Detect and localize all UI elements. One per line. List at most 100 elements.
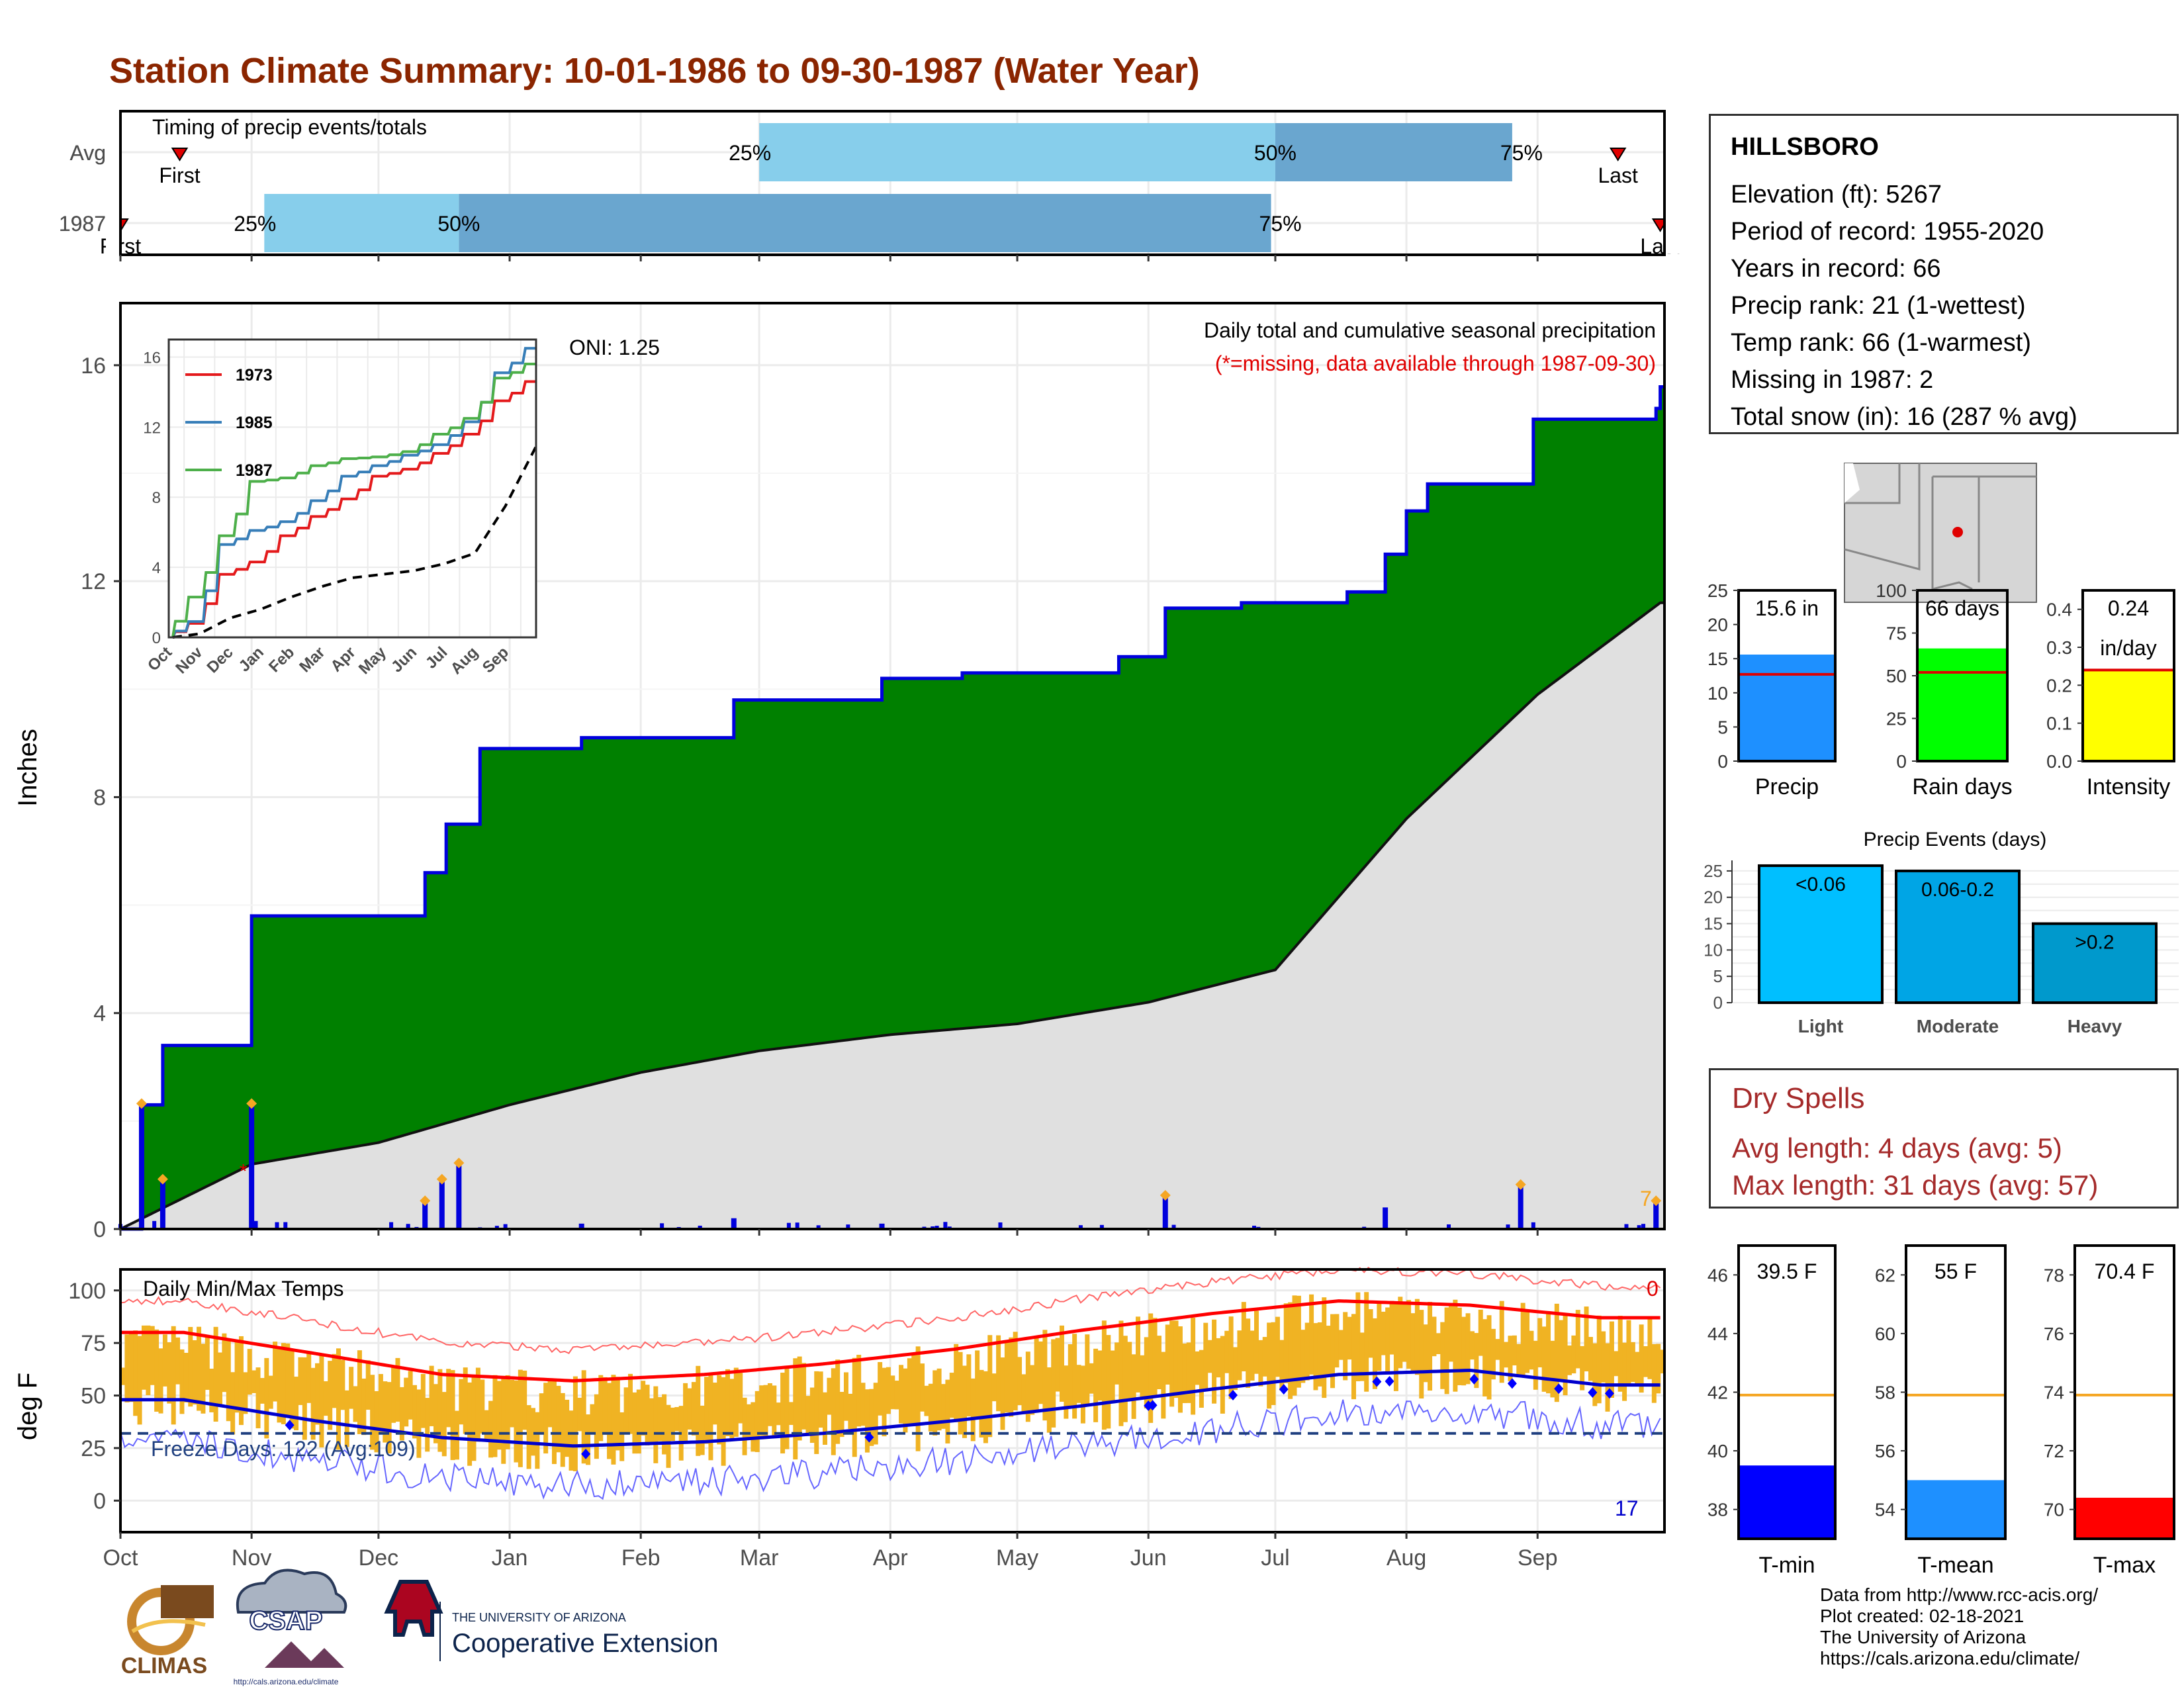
summary-bar-label: Intensity xyxy=(2087,774,2171,800)
daily-temp-range xyxy=(518,1369,523,1467)
daily-temp-range xyxy=(467,1382,473,1466)
daily-temp-range xyxy=(607,1383,612,1459)
page-title: Station Climate Summary: 10-01-1986 to 0… xyxy=(109,51,1200,91)
daily-temp-range xyxy=(1017,1357,1023,1406)
daily-temp-range xyxy=(310,1367,316,1440)
daily-temp-range xyxy=(696,1365,701,1456)
daily-temp-range xyxy=(298,1357,303,1405)
record-low-marker xyxy=(1588,1387,1598,1398)
daily-temp-range xyxy=(1013,1332,1018,1411)
daily-precip-bar xyxy=(456,1164,462,1229)
daily-temp-range xyxy=(1449,1303,1454,1362)
daily-temp-range xyxy=(484,1410,489,1440)
daily-temp-range xyxy=(146,1325,151,1396)
daily-temp-range xyxy=(446,1369,451,1428)
hot-day-count: 0 xyxy=(1647,1277,1659,1301)
summary-tick-label: 5 xyxy=(1717,717,1728,737)
daily-temp-range xyxy=(653,1386,659,1463)
temp-summary-tick-label: 74 xyxy=(2044,1383,2064,1403)
daily-temp-range xyxy=(1283,1303,1289,1383)
daily-temp-range xyxy=(319,1355,324,1447)
daily-temp-range xyxy=(852,1357,857,1457)
daily-temp-range xyxy=(1131,1354,1136,1419)
daily-temp-range xyxy=(1220,1336,1225,1414)
daily-temp-range xyxy=(496,1381,502,1450)
daily-precip-bar xyxy=(1641,1224,1646,1229)
record-high-line xyxy=(120,1266,1661,1354)
daily-temp-range xyxy=(958,1351,963,1435)
daily-temp-range xyxy=(1085,1334,1090,1404)
daily-temp-range xyxy=(1136,1316,1141,1393)
daily-temp-range xyxy=(1592,1343,1598,1406)
daily-temp-range xyxy=(869,1389,874,1446)
daily-temp-range xyxy=(962,1365,967,1438)
summary-tick-label: 0 xyxy=(1896,751,1907,772)
temp-summary-tick-label: 46 xyxy=(1707,1265,1728,1285)
last-event-label: Last xyxy=(1598,163,1638,187)
daily-temp-range xyxy=(835,1359,841,1444)
snow-marker xyxy=(453,1158,465,1169)
temp-summary-value: 70.4 F xyxy=(2095,1259,2155,1283)
daily-temp-range xyxy=(975,1350,980,1419)
daily-temp-range xyxy=(1080,1365,1085,1424)
daily-temp-range xyxy=(1262,1337,1267,1377)
snow-marker xyxy=(1160,1190,1171,1201)
record-low-marker xyxy=(1228,1390,1238,1401)
daily-temp-range xyxy=(733,1367,739,1437)
daily-temp-range xyxy=(1546,1311,1551,1394)
daily-temp-range xyxy=(641,1381,646,1436)
precip-annotation-title: Daily total and cumulative seasonal prec… xyxy=(1204,318,1656,342)
daily-temp-range xyxy=(1410,1313,1416,1373)
daily-temp-range xyxy=(569,1410,574,1471)
record-low-marker xyxy=(864,1432,874,1443)
month-label: Jun xyxy=(1130,1545,1167,1571)
daily-temp-range xyxy=(987,1335,993,1438)
temp-panel: 0 25 50 75 100 Oct Nov Dec Jan Feb Mar Apr May Jun Jul… xyxy=(13,1266,1666,1571)
daily-temp-range xyxy=(1127,1342,1132,1400)
daily-temp-range xyxy=(1292,1295,1297,1396)
daily-temp-range xyxy=(133,1330,138,1416)
daily-temp-range xyxy=(911,1354,917,1426)
daily-temp-range xyxy=(383,1381,388,1443)
daily-temp-range xyxy=(619,1412,625,1461)
daily-temp-range xyxy=(1368,1309,1373,1358)
daily-temp-range xyxy=(793,1358,798,1460)
daily-temp-range xyxy=(1533,1340,1538,1390)
events-tick-label: 20 xyxy=(1704,888,1723,907)
snow-marker xyxy=(420,1195,431,1207)
events-tick-label: 25 xyxy=(1704,861,1723,881)
daily-temp-range xyxy=(192,1340,197,1405)
daily-temp-range xyxy=(416,1389,422,1458)
daily-temp-range xyxy=(1064,1365,1069,1419)
daily-temp-range xyxy=(281,1343,286,1424)
daily-temp-range xyxy=(843,1372,848,1421)
daily-temp-range xyxy=(979,1369,984,1438)
daily-temp-range xyxy=(1609,1321,1614,1398)
summary-bars: 0 5 10 15 20 25 15.6 in Precip 0 25 50 75 100 66 days… xyxy=(1707,580,2175,800)
precip-y-tick-label: 12 xyxy=(81,569,106,594)
daily-temp-range xyxy=(1250,1330,1255,1381)
daily-temp-range xyxy=(1173,1320,1179,1398)
daily-temp-range xyxy=(759,1385,764,1436)
daily-temp-range xyxy=(150,1326,155,1385)
daily-temp-range xyxy=(454,1410,459,1460)
daily-temp-range xyxy=(1499,1301,1504,1383)
events-bar xyxy=(2032,922,2158,1004)
daily-temp-range xyxy=(505,1375,510,1449)
daily-temp-range xyxy=(615,1377,620,1451)
record-low-marker xyxy=(1604,1388,1614,1399)
map-ocean xyxy=(1844,463,1860,503)
daily-precip-bar xyxy=(1099,1224,1104,1229)
daily-temp-range xyxy=(1309,1294,1314,1375)
timing-row-label: 1987 xyxy=(59,212,106,236)
daily-temp-range xyxy=(1072,1334,1077,1419)
daily-temp-range xyxy=(1343,1312,1348,1381)
daily-temp-range xyxy=(1469,1331,1475,1360)
precip-y-tick-label: 16 xyxy=(81,353,106,379)
daily-temp-range xyxy=(259,1378,265,1404)
events-tick-label: 10 xyxy=(1704,940,1723,960)
daily-temp-range xyxy=(1495,1339,1500,1360)
daily-temp-range xyxy=(1076,1365,1081,1403)
record-low-marker xyxy=(1279,1384,1289,1395)
daily-temp-range xyxy=(1246,1318,1251,1388)
